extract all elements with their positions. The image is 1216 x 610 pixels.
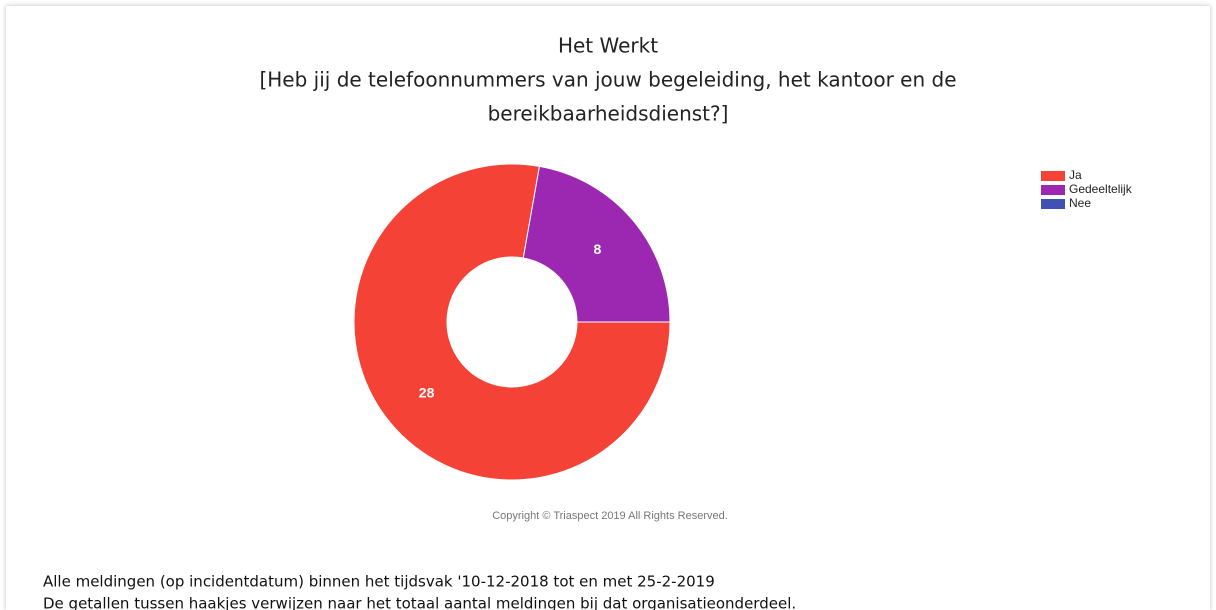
legend-label: Ja	[1069, 168, 1082, 182]
data-label: 8	[594, 241, 602, 257]
chart-title: Het Werkt	[558, 34, 658, 58]
legend-swatch	[1041, 185, 1065, 195]
legend-swatch	[1041, 171, 1065, 181]
chart-title: [Heb jij de telefoonnummers van jouw beg…	[259, 68, 956, 92]
data-label: 28	[419, 384, 435, 400]
copyright: Copyright © Triaspect 2019 All Rights Re…	[492, 510, 728, 522]
donut-slice	[522, 165, 671, 323]
footer-text: Alle meldingen (op incidentdatum) binnen…	[43, 573, 715, 591]
legend-label: Nee	[1069, 196, 1091, 210]
footer-text: De getallen tussen haakjes verwijzen naa…	[43, 595, 796, 610]
chart-title: bereikbaarheidsdienst?]	[488, 102, 729, 126]
legend-swatch	[1041, 199, 1065, 209]
legend-label: Gedeeltelijk	[1069, 182, 1133, 196]
donut-slice	[353, 163, 671, 481]
